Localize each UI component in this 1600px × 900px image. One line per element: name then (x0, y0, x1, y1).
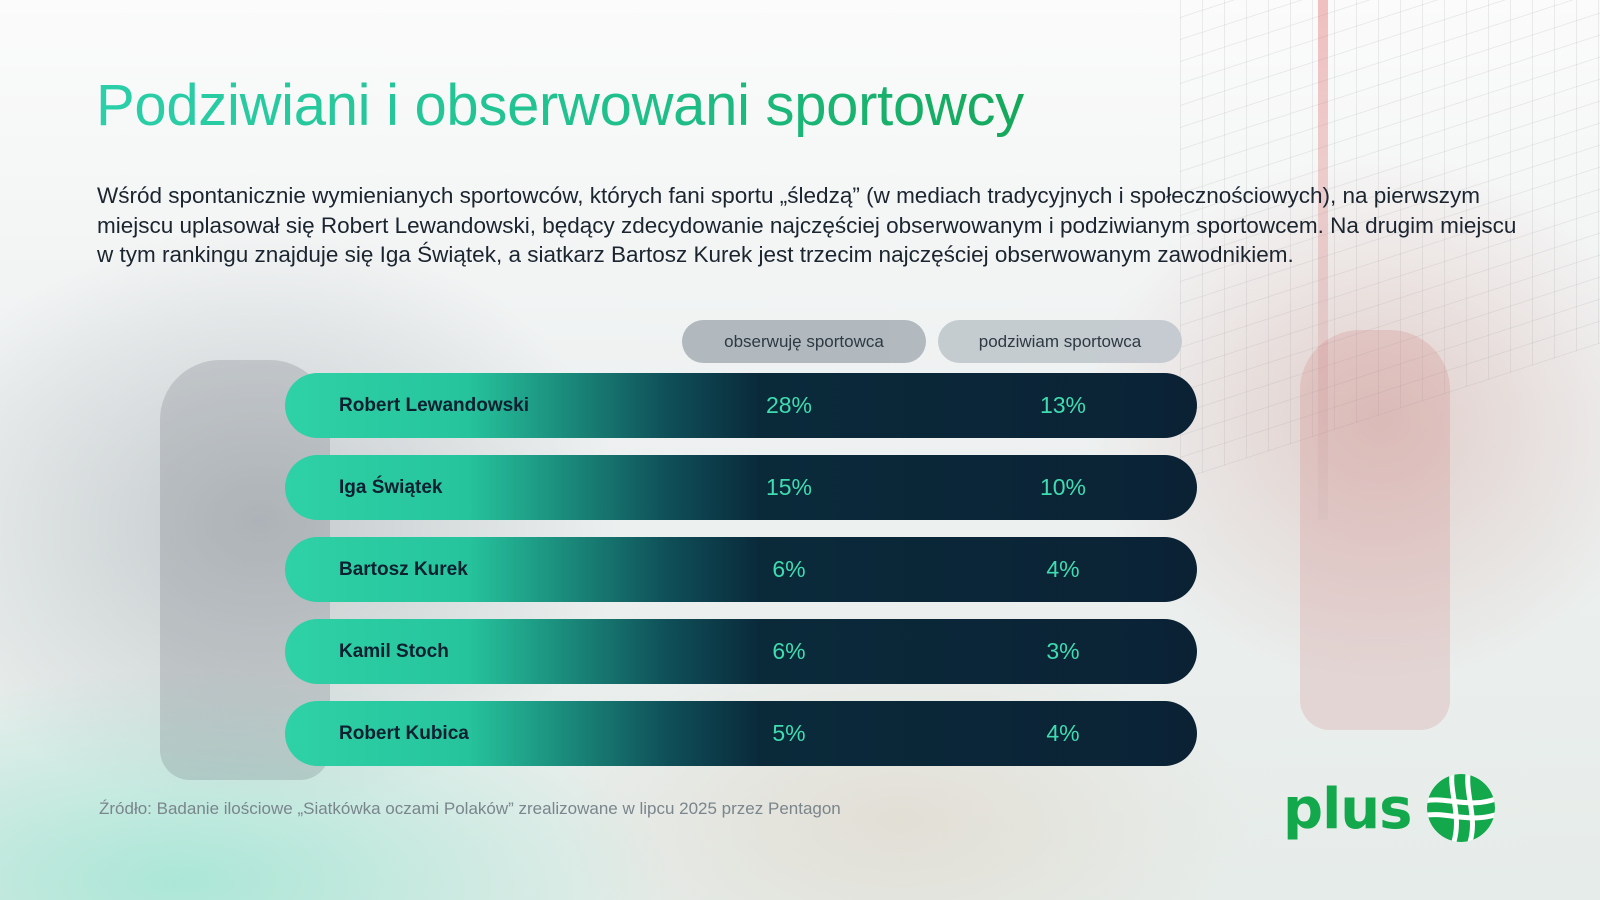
table-row: Iga Świątek 15% 10% (285, 455, 1197, 520)
observe-value: 6% (772, 556, 806, 582)
admire-value: 13% (1039, 392, 1087, 418)
player-silhouette-right (1300, 330, 1450, 730)
athlete-name: Robert Kubica (339, 722, 469, 744)
athlete-table: Robert Lewandowski 28% 13% Iga Świątek 1… (285, 373, 1197, 783)
athlete-name: Bartosz Kurek (339, 558, 468, 580)
admire-value: 4% (1046, 720, 1080, 746)
admire-value: 10% (1039, 474, 1087, 500)
admire-value: 3% (1046, 638, 1080, 664)
observe-value: 6% (772, 638, 806, 664)
logo-wordmark: plus (1283, 777, 1412, 842)
intro-paragraph: Wśród spontanicznie wymienianych sportow… (97, 183, 1517, 267)
plus-logo: plus (1283, 770, 1497, 850)
athlete-name: Iga Świątek (339, 476, 443, 498)
observe-value: 5% (772, 720, 806, 746)
net-pole (1318, 0, 1328, 520)
plus-logo-mark-icon (1425, 772, 1497, 849)
column-header-admire: podziwiam sportowca (938, 320, 1182, 363)
table-row: Robert Kubica 5% 4% (285, 701, 1197, 766)
athlete-name: Robert Lewandowski (339, 394, 530, 416)
athlete-name: Kamil Stoch (339, 640, 449, 662)
table-row: Kamil Stoch 6% 3% (285, 619, 1197, 684)
table-row: Robert Lewandowski 28% 13% (285, 373, 1197, 438)
table-row: Bartosz Kurek 6% 4% (285, 537, 1197, 602)
source-note: Źródło: Badanie ilościowe „Siatkówka ocz… (99, 799, 841, 818)
observe-value: 15% (765, 474, 813, 500)
observe-value: 28% (765, 392, 813, 418)
column-header-observe: obserwuję sportowca (682, 320, 926, 363)
page-title: Podziwiani i obserwowani sportowcy (96, 73, 1024, 138)
admire-value: 4% (1046, 556, 1080, 582)
